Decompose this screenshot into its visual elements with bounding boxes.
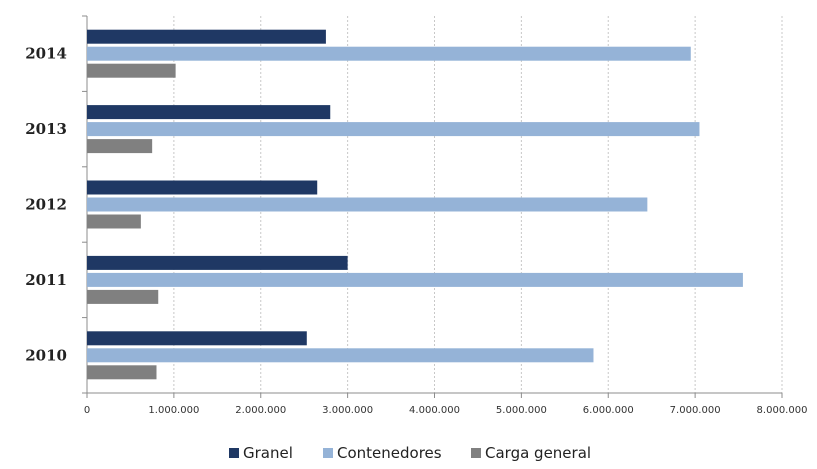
bar-carga-general <box>87 63 176 78</box>
bar-granel <box>87 180 318 195</box>
legend-label-contenedores: Contenedores <box>337 444 442 462</box>
bar-contenedores <box>87 272 743 287</box>
bar-granel <box>87 105 331 120</box>
bar-carga-general <box>87 365 157 380</box>
bar-carga-general <box>87 139 153 154</box>
legend-label-carga-general: Carga general <box>485 444 591 462</box>
bar-carga-general <box>87 289 159 304</box>
legend-swatch-contenedores <box>323 448 333 458</box>
bar-granel <box>87 331 307 346</box>
x-tick-label: 8.000.000 <box>757 405 808 416</box>
x-tick-label: 3.000.000 <box>322 405 373 416</box>
legend-swatch-carga-general <box>471 448 481 458</box>
x-tick-label: 1.000.000 <box>148 405 199 416</box>
x-tick-label: 4.000.000 <box>409 405 460 416</box>
category-label: 2014 <box>25 45 67 63</box>
bar-contenedores <box>87 122 700 137</box>
x-tick-label: 6.000.000 <box>583 405 634 416</box>
category-label: 2010 <box>25 346 67 364</box>
bar-contenedores <box>87 197 648 212</box>
bar-granel <box>87 255 348 270</box>
x-tick-label: 2.000.000 <box>235 405 286 416</box>
bar-granel <box>87 29 326 44</box>
legend-swatch-granel <box>229 448 239 458</box>
category-label: 2013 <box>25 120 67 138</box>
legend-label-granel: Granel <box>243 444 293 462</box>
category-label: 2012 <box>25 196 67 214</box>
bar-contenedores <box>87 46 691 61</box>
bar-contenedores <box>87 348 594 363</box>
x-tick-label: 5.000.000 <box>496 405 547 416</box>
category-label: 2011 <box>25 271 67 289</box>
x-tick-label: 7.000.000 <box>670 405 721 416</box>
x-tick-label: 0 <box>84 405 90 416</box>
bar-carga-general <box>87 214 141 229</box>
